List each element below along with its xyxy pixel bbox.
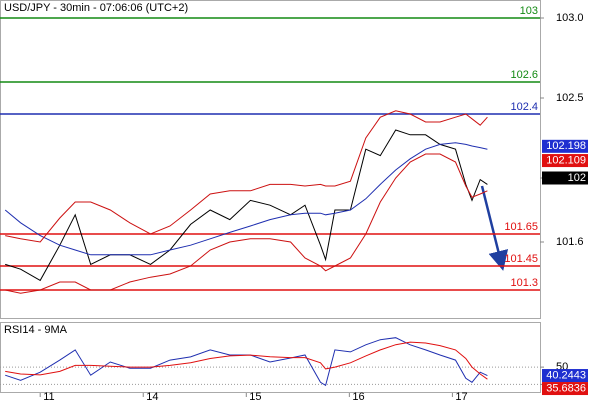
level-label: 101.3: [510, 277, 538, 289]
level-label: 101.65: [504, 221, 538, 233]
price-tag-label: 102.198: [546, 140, 586, 152]
level-label: 103: [520, 5, 538, 17]
x-tick-label: 15: [249, 391, 261, 400]
price-tag: [542, 382, 588, 396]
y-tick-label: 102.5: [556, 92, 584, 104]
chart-title: USD/JPY - 30min - 07:06:06 (UTC+2): [4, 2, 188, 14]
price-tag: [542, 171, 588, 185]
forecast-arrow: [480, 185, 509, 271]
series-line: [4, 142, 488, 256]
series-line: [5, 129, 488, 282]
x-tick-label: 11: [43, 391, 54, 400]
price-tag: [542, 139, 588, 153]
y-tick-label: 101.6: [556, 236, 584, 248]
series-line: [5, 337, 488, 387]
price-tag-label: 102: [568, 172, 586, 184]
y-tick-label: 103.0: [556, 12, 584, 24]
price-pane-frame: [0, 0, 541, 319]
x-tick-label: 14: [146, 391, 158, 400]
x-tick-label: 16: [352, 391, 364, 400]
level-label: 102.4: [510, 101, 538, 113]
price-tag-label: 102.109: [546, 154, 586, 166]
rsi-title: RSI14 - 9MA: [4, 324, 68, 336]
series-line: [5, 341, 488, 380]
x-tick-label: 17: [455, 391, 467, 400]
rsi-pane-frame: [0, 322, 541, 393]
price-tag-label: 35.6836: [546, 382, 586, 394]
level-label: 101.45: [504, 253, 538, 265]
series-line: [5, 110, 488, 243]
price-tag: [542, 154, 588, 168]
price-tag-label: 40.2443: [546, 369, 586, 381]
series-line: [5, 153, 488, 294]
level-label: 102.6: [510, 69, 538, 81]
price-tag: [542, 369, 588, 383]
